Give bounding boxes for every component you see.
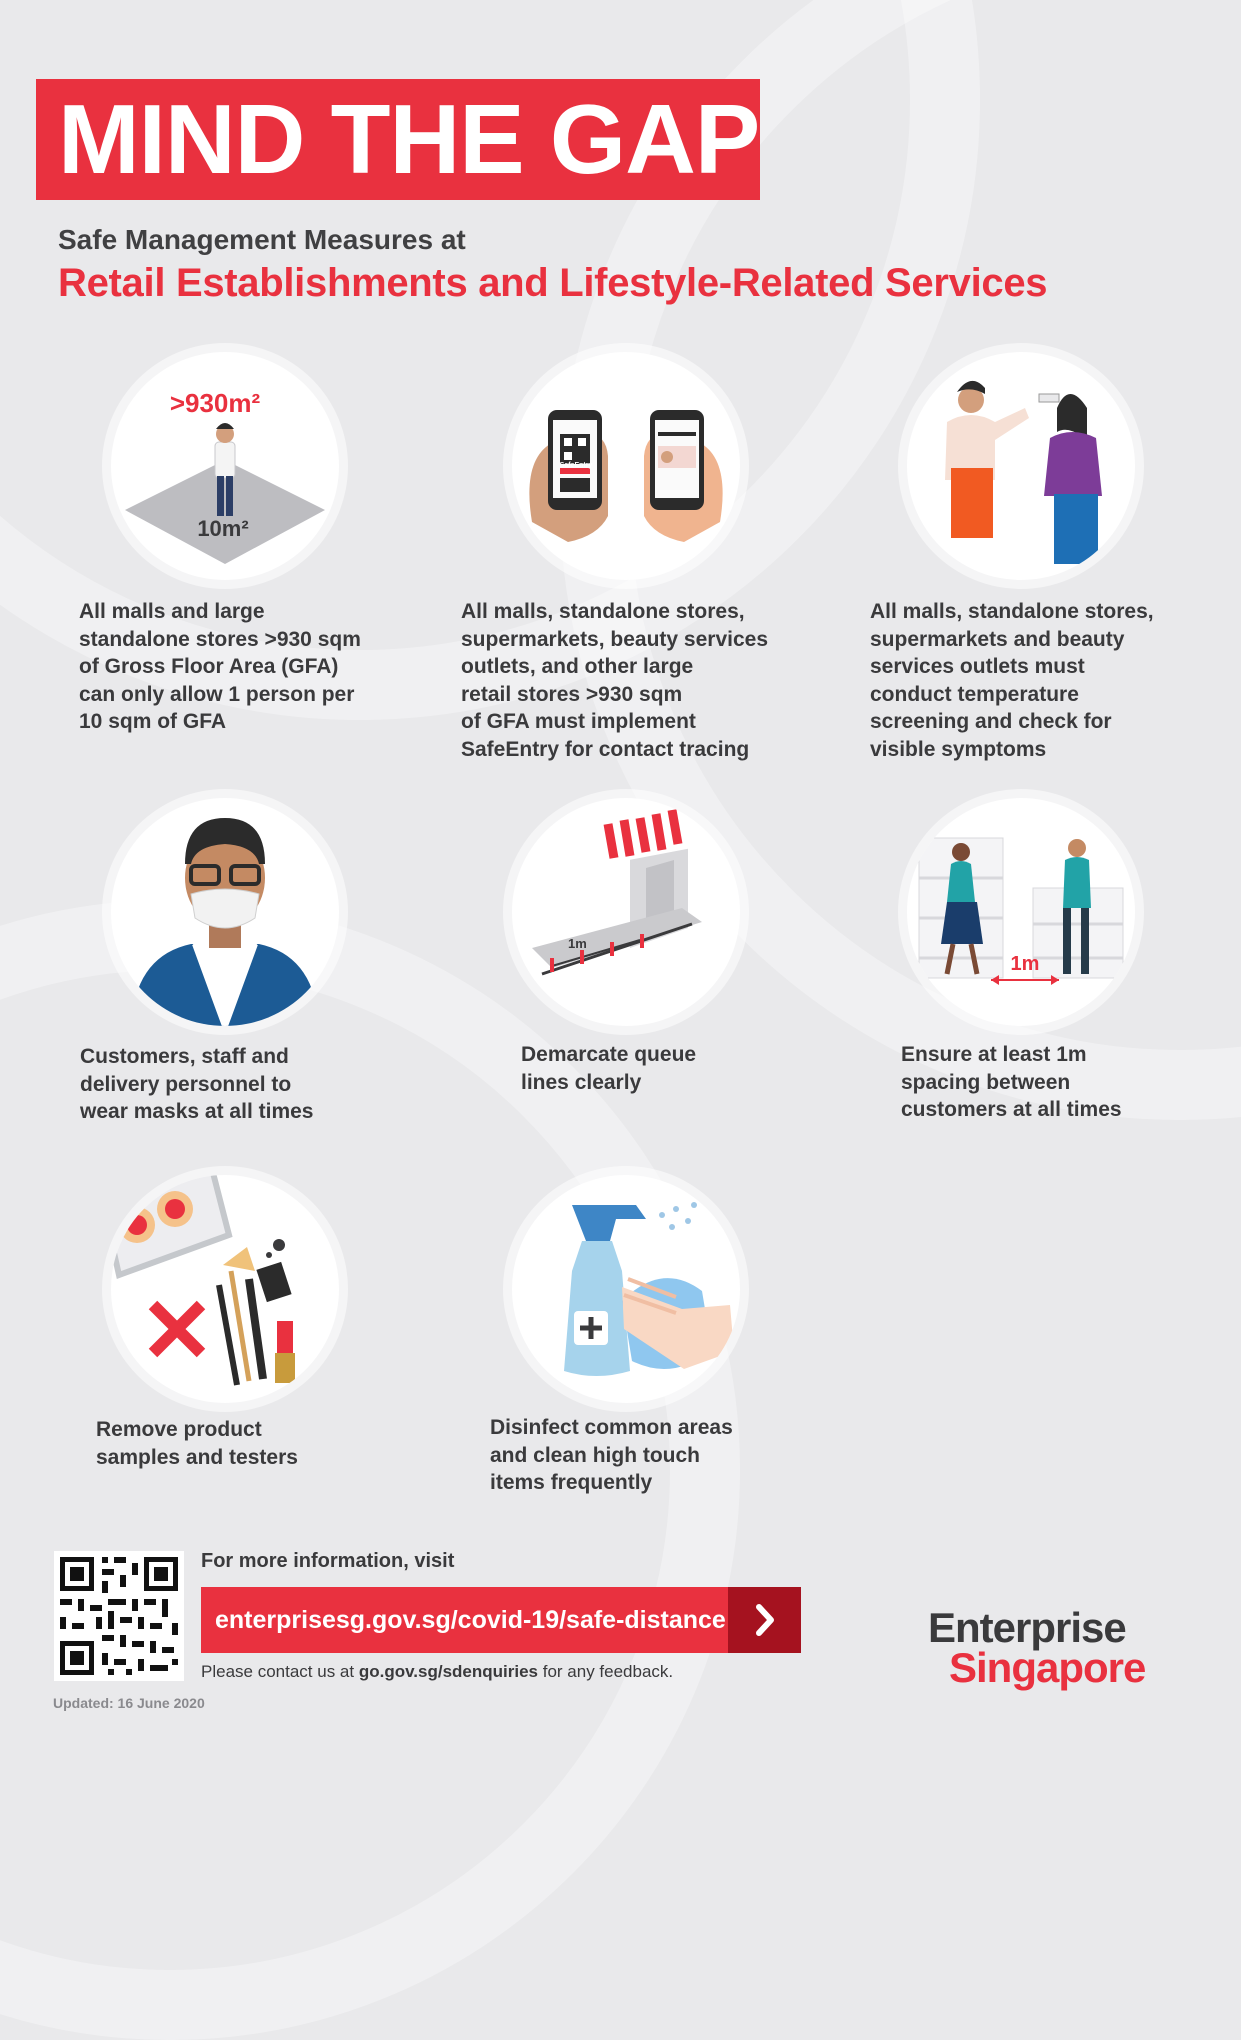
measure-description-6: Ensure at least 1m spacing between custo…: [901, 1043, 1122, 1121]
safeentry-label: SafeEntry: [560, 462, 593, 469]
website-link-button[interactable]: enterprisesg.gov.sg/covid-19/safe-distan…: [201, 1587, 801, 1653]
qr-code[interactable]: [54, 1551, 184, 1681]
safeentry-phone-icon: SafeEntry: [512, 352, 740, 580]
more-info-label: For more information, visit: [201, 1550, 455, 1572]
measure-description-7: Remove product samples and testers: [96, 1418, 298, 1469]
contact-line: Please contact us at go.gov.sg/sdenquiri…: [201, 1662, 673, 1682]
website-url[interactable]: enterprisesg.gov.sg/covid-19/safe-distan…: [215, 1606, 726, 1634]
measure-description-3: All malls, standalone stores, supermarke…: [870, 600, 1154, 761]
temperature-screening-icon: [907, 352, 1135, 580]
updated-date: Updated: 16 June 2020: [53, 1695, 205, 1711]
gfa-floor-area-icon: >930m² 10m²: [111, 352, 339, 580]
measure-description-4: Customers, staff and delivery personnel …: [80, 1045, 314, 1123]
per-person-area-label: 10m²: [197, 516, 248, 541]
spacing-distance-label: 1m: [1011, 953, 1040, 975]
measure-description-2: All malls, standalone stores, supermarke…: [461, 600, 769, 761]
no-testers-icon: [111, 1175, 339, 1403]
contact-suffix: for any feedback.: [542, 1662, 674, 1681]
queue-spacing-label: 1m: [568, 936, 587, 951]
queue-lines-icon: 1m: [512, 798, 740, 1026]
measure-description-8: Disinfect common areas and clean high to…: [490, 1416, 733, 1494]
page-subtitle: Safe Management Measures at: [58, 224, 466, 255]
measure-description-5: Demarcate queue lines clearly: [521, 1043, 697, 1094]
measure-description-1: All malls and large standalone stores >9…: [79, 600, 361, 733]
chevron-right-icon[interactable]: [728, 1587, 801, 1653]
enterprise-singapore-logo-line2: Singapore: [949, 1644, 1146, 1691]
contact-prefix: Please contact us at: [201, 1662, 355, 1681]
page-title: MIND THE GAP: [36, 79, 760, 200]
gfa-area-label: >930m²: [170, 388, 261, 418]
mask-person-icon: [111, 798, 339, 1026]
distance-spacing-icon: 1m: [907, 798, 1135, 1026]
enterprise-singapore-logo: Enterprise: [928, 1604, 1127, 1651]
disinfect-spray-icon: [512, 1175, 740, 1403]
page-heading: Retail Establishments and Lifestyle-Rela…: [58, 261, 1048, 305]
contact-link[interactable]: go.gov.sg/sdenquiries: [358, 1662, 538, 1681]
